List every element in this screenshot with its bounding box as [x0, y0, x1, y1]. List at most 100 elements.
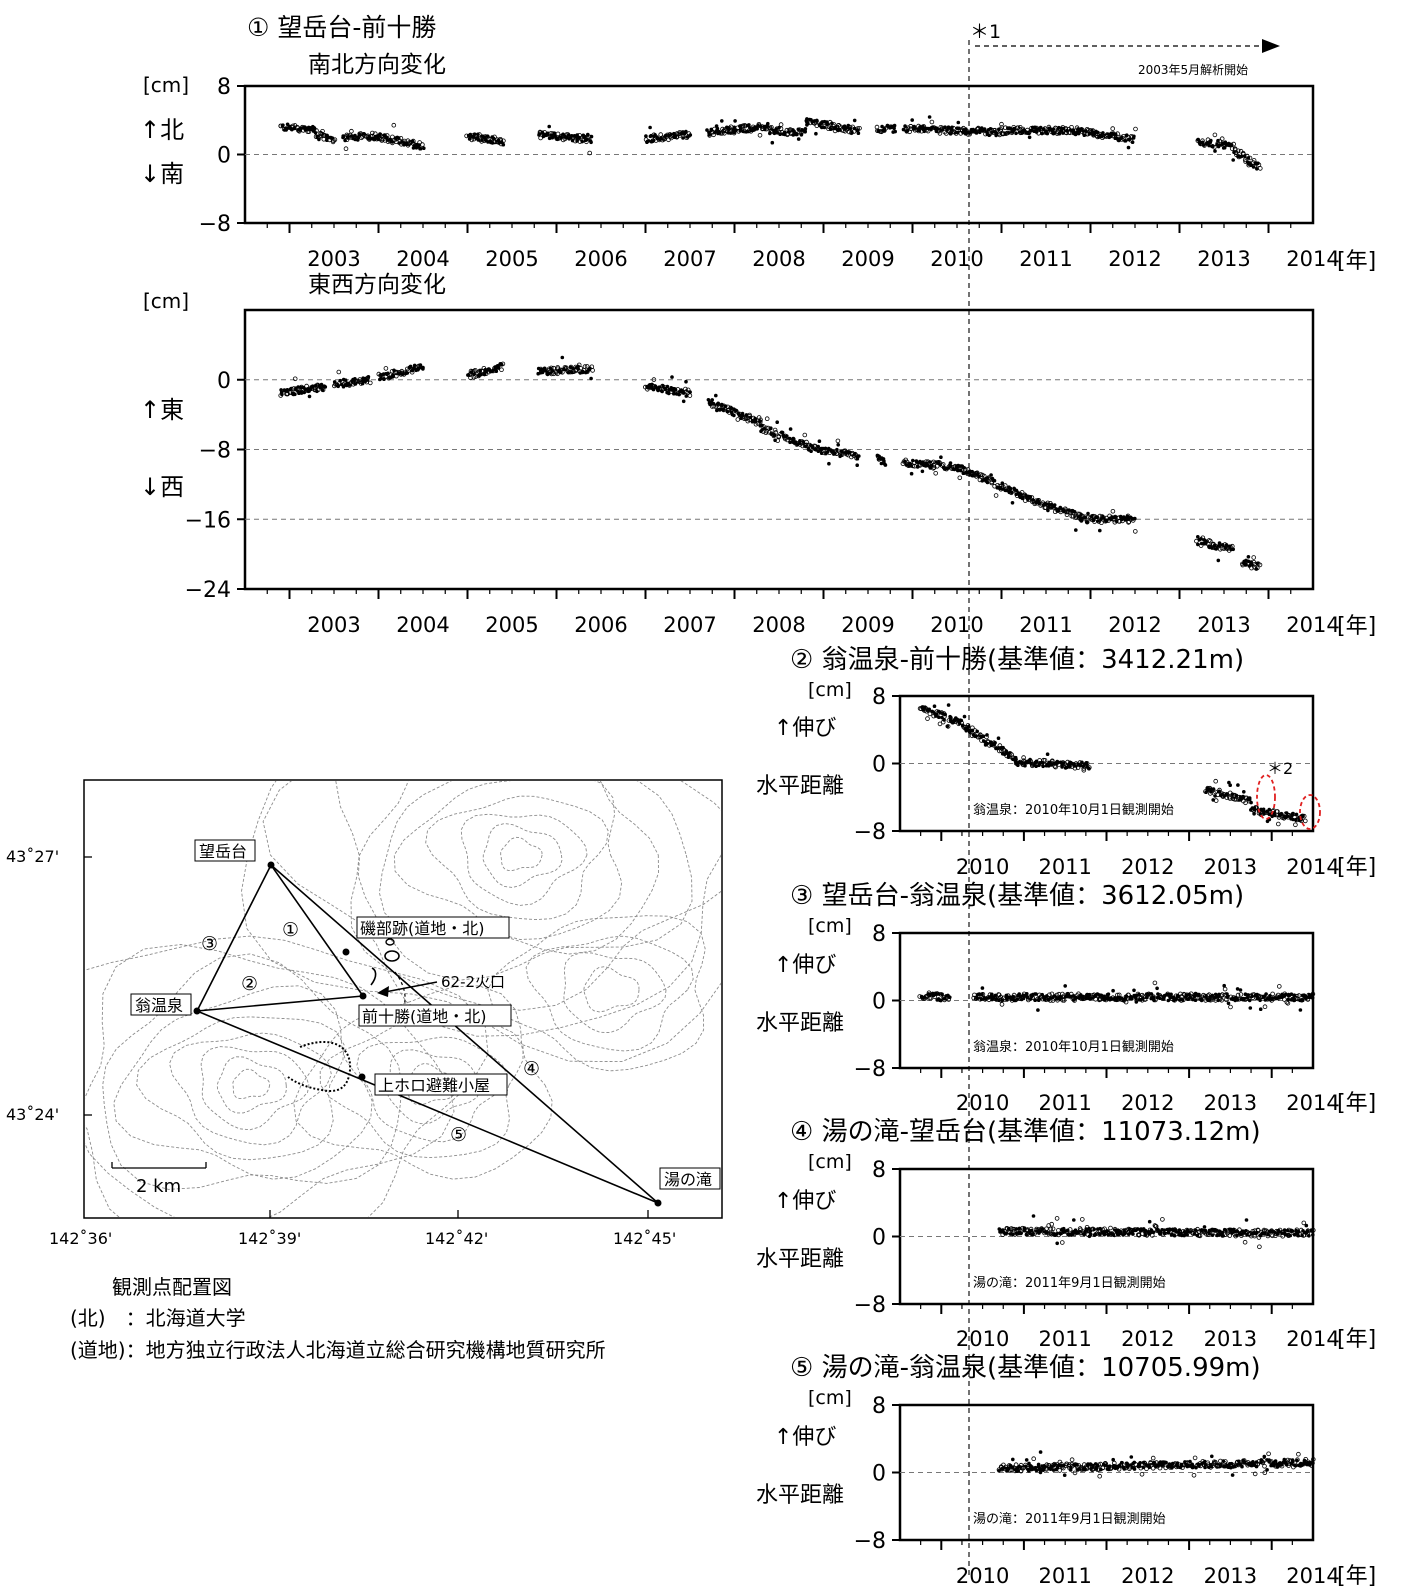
- data-point: [1061, 998, 1067, 1003]
- data-point: [1084, 1229, 1089, 1233]
- contour-line: [356, 1036, 508, 1143]
- data-point: [498, 362, 504, 367]
- data-point: [1257, 562, 1263, 568]
- data-series-segment: [917, 990, 952, 1003]
- data-point: [892, 123, 897, 128]
- data-point: [366, 375, 371, 379]
- data-point: [1213, 149, 1217, 153]
- data-point: [1267, 807, 1272, 812]
- data-point: [1006, 755, 1011, 759]
- data-series-segment: [954, 463, 1040, 507]
- data-point: [405, 371, 410, 375]
- data-point: [716, 401, 720, 406]
- label-box-yunotaki: [659, 1167, 721, 1190]
- data-series-segment: [341, 128, 381, 152]
- data-point: [688, 390, 692, 394]
- data-point: [747, 123, 751, 127]
- data-series-segment: [768, 122, 808, 145]
- ew-data-layer: 0 −8 −16 −24 2003 2004 2005 2006 2007 2008 2009 201…: [185, 355, 1340, 637]
- x-tick-label: 2010: [956, 1327, 1009, 1351]
- data-point: [756, 415, 762, 420]
- label-crater-62-2: 62-2火口: [441, 973, 505, 991]
- data-point: [992, 478, 997, 483]
- data-point: [1112, 1232, 1117, 1238]
- data-point: [1202, 1225, 1207, 1229]
- data-point: [728, 131, 733, 135]
- data-point: [1064, 512, 1070, 517]
- y-tick-label: −8: [199, 439, 231, 464]
- data-point: [661, 384, 665, 388]
- data-point: [857, 126, 862, 131]
- data-point: [292, 376, 298, 382]
- station-okina-marker: [193, 1007, 201, 1015]
- data-point: [341, 134, 346, 138]
- data-point: [1080, 1217, 1085, 1222]
- data-point: [839, 453, 843, 458]
- data-point: [670, 375, 674, 379]
- data-point: [1054, 1216, 1060, 1221]
- data-point: [741, 129, 745, 134]
- data-point: [850, 130, 854, 135]
- data-point: [661, 135, 666, 141]
- b3-data-layer: 8 0 −8 2010 2011 2012 2013 2014: [854, 922, 1340, 1115]
- data-point: [937, 131, 943, 136]
- data-point: [1017, 1226, 1022, 1232]
- data-point: [313, 131, 318, 135]
- baseline-line-3: [196, 864, 272, 1012]
- data-point: [343, 146, 349, 152]
- data-point: [1057, 131, 1062, 136]
- data-point: [980, 986, 985, 990]
- data-point: [1251, 158, 1257, 163]
- data-point: [883, 463, 888, 467]
- contour-line: [216, 1056, 287, 1114]
- data-point: [1000, 481, 1005, 486]
- y-tick-label: −24: [185, 578, 231, 603]
- data-point: [1291, 817, 1295, 822]
- data-point: [1072, 510, 1077, 514]
- data-point: [1216, 558, 1221, 563]
- data-point: [1242, 790, 1246, 794]
- data-point: [559, 135, 563, 140]
- data-point: [1244, 996, 1250, 1002]
- data-point: [1126, 145, 1131, 150]
- data-point: [1231, 141, 1236, 147]
- data-point: [1055, 1465, 1060, 1470]
- data-point: [929, 119, 935, 125]
- data-point: [822, 125, 827, 130]
- x-tick-label: 2004: [396, 613, 449, 637]
- data-point: [1082, 1232, 1086, 1237]
- contour-line: [262, 781, 721, 1037]
- data-point: [1191, 1473, 1197, 1478]
- data-point: [1084, 519, 1090, 525]
- data-point: [1197, 992, 1201, 997]
- data-point: [1228, 1004, 1233, 1010]
- data-point: [927, 115, 932, 119]
- data-point: [1110, 508, 1116, 514]
- data-point: [916, 128, 922, 134]
- x-tick-label: 2013: [1204, 1327, 1257, 1351]
- b4-data-layer: 8 0 −8 2010 2011 2012 2013 2014: [854, 1158, 1340, 1351]
- data-point: [1295, 1457, 1300, 1462]
- data-point: [1302, 1459, 1307, 1464]
- data-point: [778, 132, 782, 136]
- data-point: [1240, 1464, 1244, 1469]
- note1-arrow-head: [1262, 39, 1280, 53]
- data-point: [1013, 1462, 1019, 1467]
- data-series-segment: [900, 455, 960, 476]
- data-point: [1081, 766, 1086, 771]
- data-point: [1014, 757, 1018, 762]
- data-point: [332, 137, 338, 143]
- data-point: [1301, 998, 1305, 1003]
- data-point: [582, 135, 587, 139]
- data-point: [547, 124, 551, 129]
- data-point: [1137, 1462, 1142, 1466]
- data-point: [551, 365, 556, 371]
- data-point: [930, 465, 936, 471]
- data-point: [1246, 555, 1251, 559]
- data-point: [323, 385, 328, 389]
- data-point: [1242, 1239, 1248, 1245]
- ew-down-label: ↓西: [140, 473, 184, 501]
- data-point: [684, 394, 689, 398]
- data-point: [946, 703, 951, 707]
